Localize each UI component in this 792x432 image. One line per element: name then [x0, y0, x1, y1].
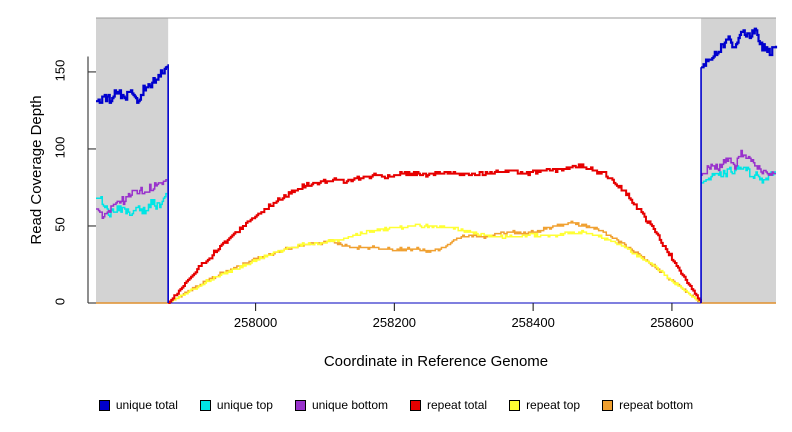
legend-label: unique total [115, 398, 178, 412]
x-tick-label: 258200 [372, 315, 417, 330]
legend-swatch-icon [199, 399, 211, 411]
legend-label: repeat top [526, 398, 581, 412]
legend-label: repeat bottom [619, 398, 694, 412]
series-unique-total-right [701, 27, 778, 69]
series-unique-top-left [96, 192, 168, 218]
legend-item-unique-bottom: unique bottom [294, 398, 389, 412]
legend-label: unique bottom [311, 398, 389, 412]
left-unique-region [96, 18, 169, 303]
chart-legend: unique total unique top unique bottom repea… [0, 398, 792, 412]
legend-swatch-icon [410, 399, 422, 411]
series-unique-bottom-left [96, 179, 168, 220]
y-tick-label: 50 [52, 217, 68, 232]
y-axis-title: Read Coverage Depth [28, 95, 45, 245]
x-tick-label: 258600 [650, 315, 694, 330]
series-unique-bottom-right [701, 149, 776, 176]
legend-item-repeat-top: repeat top [509, 398, 580, 412]
x-tick-label: 258000 [233, 315, 278, 330]
series-repeat-top [168, 223, 702, 304]
legend-swatch-icon [294, 399, 306, 411]
legend-swatch-icon [509, 399, 521, 411]
legend-item-repeat-total: repeat total [410, 398, 487, 412]
x-axis-title: Coordinate in Reference Genome [323, 353, 549, 370]
series-repeat-bottom [168, 220, 702, 304]
x-tick-label: 258400 [511, 315, 555, 330]
legend-label: repeat total [427, 398, 488, 412]
y-tick-label: 0 [52, 297, 68, 306]
legend-swatch-icon [602, 399, 614, 411]
legend-label: unique top [216, 398, 273, 412]
y-tick-label: 150 [52, 59, 68, 82]
y-tick-label: 100 [52, 136, 68, 159]
legend-item-repeat-bottom: repeat bottom [602, 398, 693, 412]
right-unique-region [701, 18, 776, 303]
legend-item-unique-total: unique total [98, 398, 178, 412]
series-unique-total-left [96, 65, 169, 104]
legend-item-unique-top: unique top [199, 398, 273, 412]
series-unique-top-right [701, 165, 776, 184]
series-repeat-total [168, 163, 702, 304]
legend-swatch-icon [98, 399, 110, 411]
